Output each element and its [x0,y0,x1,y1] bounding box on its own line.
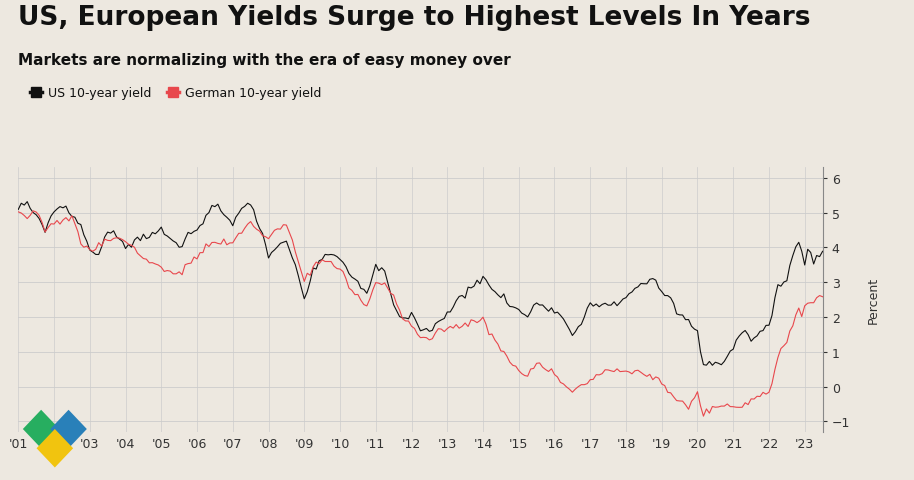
Polygon shape [50,410,87,448]
Text: Markets are normalizing with the era of easy money over: Markets are normalizing with the era of … [18,53,511,68]
Polygon shape [23,410,59,448]
Legend: US 10-year yield, German 10-year yield: US 10-year yield, German 10-year yield [25,82,327,105]
Polygon shape [37,429,73,468]
Text: US, European Yields Surge to Highest Levels In Years: US, European Yields Surge to Highest Lev… [18,5,811,31]
Y-axis label: Percent: Percent [866,276,879,324]
